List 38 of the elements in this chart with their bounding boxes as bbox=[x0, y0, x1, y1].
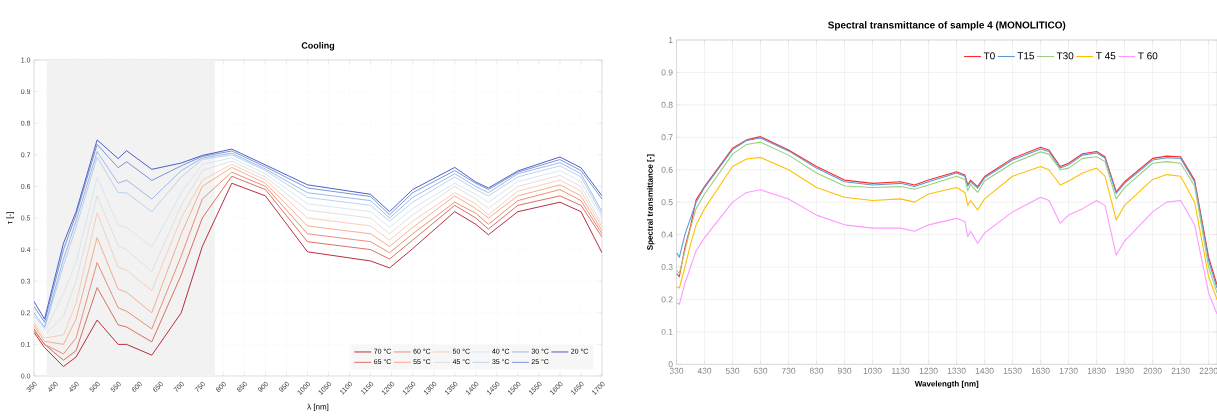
x-tick-label: 1830 bbox=[1087, 367, 1106, 374]
y-tick-label: 1 bbox=[668, 37, 673, 43]
x-tick-label: 530 bbox=[725, 367, 740, 374]
y-tick-label: 0.7 bbox=[661, 134, 673, 141]
legend-label: T0 bbox=[983, 52, 995, 60]
x-tick-label: 430 bbox=[697, 367, 712, 374]
x-tick-label: 1030 bbox=[863, 367, 882, 374]
legend-label: T15 bbox=[1017, 52, 1035, 60]
x-tick-label: 930 bbox=[837, 367, 852, 374]
x-tick-label: 2130 bbox=[1171, 367, 1190, 374]
x-tick-label: 630 bbox=[753, 367, 768, 374]
legend-label: T 60 bbox=[1138, 52, 1158, 60]
y-tick-label: 0.5 bbox=[661, 199, 673, 206]
x-tick-label: 330 bbox=[669, 367, 684, 374]
x-tick-label: 1730 bbox=[1059, 367, 1078, 374]
x-tick-label: 2230 bbox=[1199, 367, 1217, 374]
x-tick-label: 1230 bbox=[919, 367, 938, 374]
y-tick-label: 0.3 bbox=[661, 264, 673, 270]
x-tick-label: 1430 bbox=[975, 367, 994, 374]
y-tick-label: 0.2 bbox=[661, 296, 673, 303]
legend-label: T 45 bbox=[1096, 52, 1116, 60]
y-tick-label: 0.6 bbox=[661, 166, 673, 173]
chart-title: Cooling bbox=[301, 42, 335, 51]
y-tick-label: 0.9 bbox=[661, 69, 673, 76]
y-tick-label: 0.8 bbox=[661, 101, 673, 108]
x-tick-label: 1330 bbox=[947, 367, 966, 374]
x-tick-label: 1130 bbox=[892, 367, 910, 374]
legend-label: T30 bbox=[1056, 52, 1074, 60]
y-tick-label: 0.4 bbox=[661, 231, 673, 238]
x-tick-label: 830 bbox=[809, 367, 824, 374]
x-tick-label: 1530 bbox=[1003, 367, 1022, 374]
y-tick-label: 0.1 bbox=[661, 328, 673, 335]
chart-title: Spectral transmittance of sample 4 (MONOLITICO) bbox=[828, 21, 1066, 31]
x-tick-label: 2030 bbox=[1143, 367, 1162, 374]
x-tick-label: 1630 bbox=[1031, 367, 1050, 374]
x-tick-label: 730 bbox=[781, 367, 796, 374]
y-tick-label: 0 bbox=[668, 361, 673, 368]
x-tick-label: 1930 bbox=[1115, 367, 1134, 374]
